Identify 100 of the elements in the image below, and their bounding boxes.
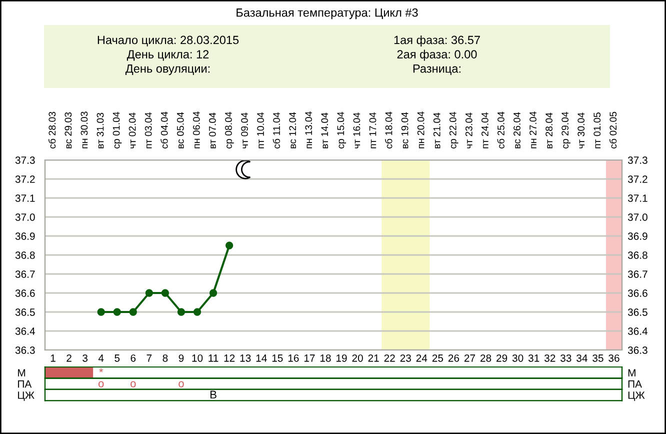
text: пн 30.03 — [80, 112, 88, 148]
text: * — [99, 368, 104, 372]
text: пн 20.04 — [417, 112, 424, 148]
x-tick-label: 26 — [448, 354, 460, 362]
y-tick-label: 36.4 — [15, 328, 35, 335]
text: вт 21.04 — [433, 112, 440, 148]
x-tick-label: 24 — [416, 354, 428, 362]
y-tick-label: ЦЖ — [628, 392, 645, 401]
x-tick-label: 28 — [480, 354, 492, 362]
point — [177, 308, 186, 316]
text: вт 28.04 — [546, 112, 552, 148]
x-tick-label: 25 — [432, 354, 444, 362]
y-tick-label: ПА — [628, 380, 642, 388]
text: пт 03.04 — [144, 112, 152, 148]
text: чт 09.04 — [241, 112, 248, 148]
x-tick-label: 18 — [320, 354, 331, 362]
y-tick-label: 37.1 — [15, 194, 35, 202]
x-tick-label: 19 — [336, 354, 347, 362]
x-tick-label: 8 — [162, 354, 168, 362]
x-tick-label: 16 — [288, 354, 299, 362]
y-tick-label: 36.7 — [15, 270, 35, 278]
point — [193, 308, 202, 316]
point — [97, 308, 105, 316]
text: o — [98, 381, 104, 388]
text: пн 13.04 — [305, 112, 312, 148]
text: пт 01.05 — [594, 112, 601, 148]
text: вс 12.04 — [289, 112, 296, 148]
text: сб 25.04 — [497, 112, 504, 148]
x-tick-label: 3 — [82, 354, 88, 362]
x-tick-label: 10 — [192, 354, 203, 362]
y-tick-label: 36.8 — [15, 252, 35, 259]
text: сб 11.04 — [272, 112, 280, 148]
y-tick-label: 36.6 — [15, 290, 35, 297]
x-tick-label: 14 — [256, 354, 267, 362]
point — [129, 308, 137, 316]
text: чт 30.04 — [578, 112, 585, 148]
text: сб 18.04 — [384, 112, 392, 148]
text: сб 28.03 — [48, 112, 56, 148]
x-tick-label: 33 — [560, 354, 572, 362]
x-tick-label: 30 — [512, 354, 524, 362]
point — [209, 289, 218, 297]
x-tick-label: 29 — [496, 354, 508, 362]
x-tick-label: 17 — [304, 354, 315, 362]
text: ср 01.04 — [112, 112, 122, 148]
x-tick-label: 7 — [146, 354, 152, 362]
y-tick-label: 36.5 — [15, 308, 35, 316]
text: ср 22.04 — [449, 112, 458, 148]
x-tick-label: 31 — [528, 354, 540, 362]
x-tick-label: 20 — [352, 354, 363, 362]
x-tick-label: 9 — [178, 354, 184, 362]
x-tick-label: 4 — [98, 354, 104, 362]
text: ср 08.04 — [225, 112, 234, 148]
point — [161, 289, 170, 297]
x-tick-label: 11 — [208, 354, 218, 362]
text: чт 02.04 — [128, 112, 136, 148]
x-tick-label: 32 — [544, 354, 556, 362]
text: Начало цикла: 28.03.2015 — [98, 36, 239, 46]
point — [145, 289, 153, 297]
text: o — [130, 381, 136, 388]
y-tick-label: 37.3 — [15, 156, 35, 164]
y-tick-label: 37.0 — [15, 214, 35, 221]
text: В — [210, 390, 216, 398]
x-tick-label: 5 — [114, 354, 120, 362]
x-tick-label: 23 — [400, 354, 411, 362]
text: чт 23.04 — [465, 112, 472, 148]
x-tick-label: 2 — [66, 354, 72, 362]
text: сб 02.05 — [609, 112, 617, 148]
text: пт 10.04 — [257, 112, 264, 148]
x-tick-label: 21 — [368, 354, 379, 362]
y-tick-label: М — [628, 369, 636, 376]
x-tick-label: 15 — [272, 354, 283, 362]
text: вс 26.04 — [514, 112, 520, 148]
text: пн 27.04 — [530, 112, 536, 148]
text: День цикла: 12 — [126, 50, 209, 61]
text: вс 19.04 — [401, 112, 408, 148]
x-tick-label: 36 — [608, 354, 620, 362]
text: вс 29.03 — [64, 112, 72, 148]
text: День овуляции: — [125, 64, 210, 76]
y-tick-label: 36.3 — [15, 346, 35, 354]
text: пт 17.04 — [369, 112, 376, 148]
text: ср 15.04 — [337, 112, 346, 148]
text: ср 29.04 — [562, 112, 570, 148]
text: пн 06.04 — [192, 112, 200, 148]
text: вт 31.03 — [96, 112, 104, 148]
text: 1ая фаза: 36.57 — [394, 36, 480, 46]
text: вс 05.04 — [176, 112, 184, 148]
text: o — [178, 381, 184, 388]
x-tick-label: 35 — [592, 354, 604, 362]
x-tick-label: 6 — [130, 354, 136, 362]
text: Разница: — [413, 64, 460, 76]
text: вт 14.04 — [321, 112, 328, 148]
point — [113, 308, 121, 316]
text: вт 07.04 — [209, 112, 216, 148]
text: 2ая фаза: 0.00 — [397, 50, 477, 61]
x-tick-label: 13 — [240, 354, 251, 362]
text: Базальная температура: Цикл #3 — [236, 8, 418, 20]
y-tick-label: 37.2 — [15, 176, 35, 183]
x-tick-label: 22 — [384, 354, 395, 362]
x-tick-label: 12 — [224, 354, 235, 362]
x-tick-label: 34 — [576, 354, 588, 362]
